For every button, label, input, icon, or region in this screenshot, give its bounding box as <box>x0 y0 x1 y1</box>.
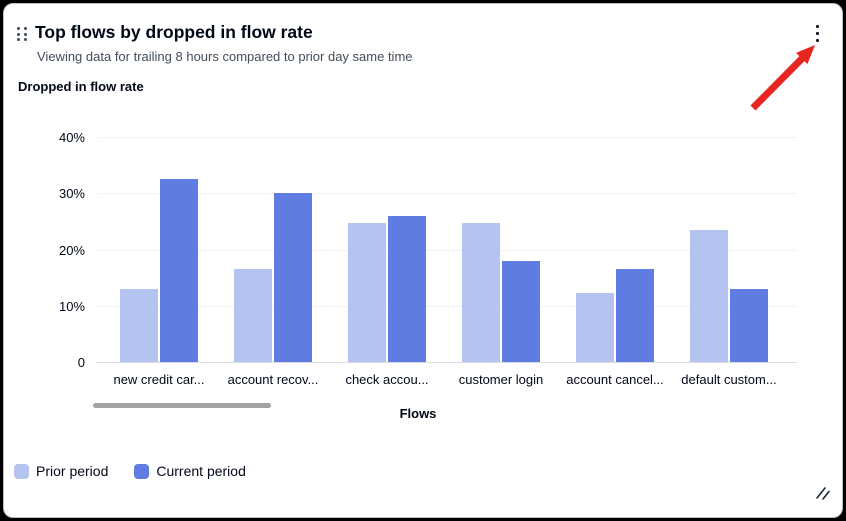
current-period-bar <box>616 269 654 362</box>
chart-scrollbar[interactable] <box>93 403 271 408</box>
y-tick-label: 10% <box>58 298 85 314</box>
x-category-label: check accou... <box>345 372 429 387</box>
current-period-bar <box>274 193 312 362</box>
prior-period-bar <box>576 292 614 362</box>
y-tick-label: 30% <box>58 186 85 202</box>
actions-menu-button[interactable] <box>805 19 829 47</box>
current-period-bar <box>160 179 198 362</box>
prior-period-bar <box>462 223 500 362</box>
resize-handle-icon[interactable] <box>814 485 832 503</box>
x-axis-line <box>97 362 797 363</box>
prior-period-bar <box>120 288 158 362</box>
y-tick-label: 20% <box>58 242 85 258</box>
chart-metric-label: Dropped in flow rate <box>18 79 144 94</box>
gridline <box>97 193 797 195</box>
vertical-ellipsis-icon <box>815 24 819 42</box>
chart-legend: Prior period Current period <box>14 463 246 480</box>
x-category-label: account recov... <box>227 372 319 387</box>
gridline <box>97 137 797 138</box>
current-period-bar <box>502 260 540 362</box>
gridline <box>97 249 797 251</box>
gridline <box>97 305 797 307</box>
prior-period-bar <box>690 229 728 362</box>
x-category-label: customer login <box>458 372 544 387</box>
legend-label: Current period <box>156 463 246 479</box>
prior-period-bar <box>348 223 386 362</box>
drag-handle-icon[interactable] <box>17 27 27 41</box>
plot-area: 0 10% 20% 30% 40% new credit car... account re… <box>59 130 797 421</box>
legend-item-prior-period[interactable]: Prior period <box>14 463 108 480</box>
legend-item-current-period[interactable]: Current period <box>134 463 246 480</box>
widget-subtitle: Viewing data for trailing 8 hours compar… <box>37 49 413 64</box>
y-tick-label: 0 <box>77 355 85 370</box>
current-period-bar <box>730 288 768 362</box>
x-category-label: new credit car... <box>113 372 205 387</box>
legend-label: Prior period <box>36 463 109 479</box>
x-category-label: account cancel... <box>566 372 664 387</box>
current-period-bar <box>388 215 426 362</box>
y-tick-label: 40% <box>58 130 85 145</box>
widget-title: Top flows by dropped in flow rate <box>35 22 313 42</box>
prior-period-bar <box>234 269 272 362</box>
current-period-swatch <box>134 464 150 479</box>
x-axis-title: Flows <box>399 406 437 421</box>
x-category-label: default custom... <box>681 372 777 387</box>
prior-period-swatch <box>14 464 29 479</box>
